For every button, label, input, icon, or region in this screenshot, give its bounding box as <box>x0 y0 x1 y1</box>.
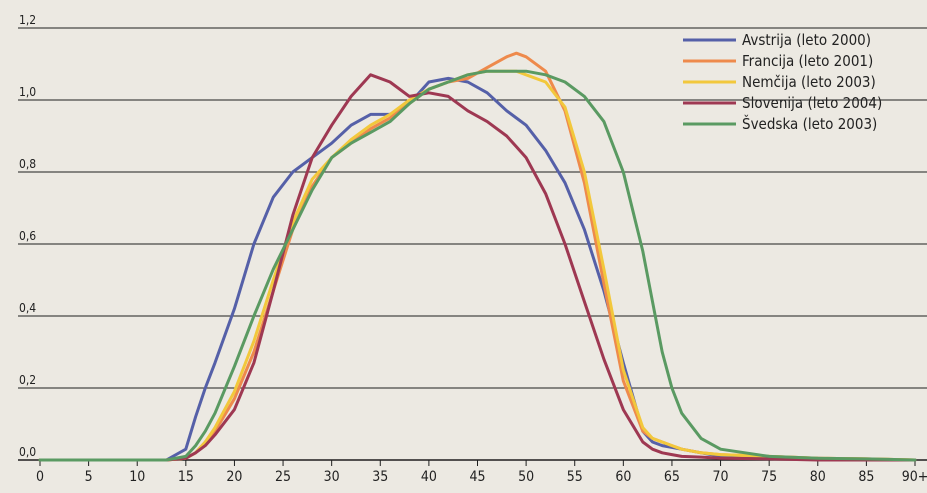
y-tick-label: 0,2 <box>19 373 36 387</box>
legend-label: Slovenija (leto 2004) <box>742 94 882 112</box>
x-axis: 0 5 10 15 20 25 30 35 40 45 50 55 60 65 70 75 80 85 90+ <box>18 459 927 485</box>
series-line-4 <box>38 73 917 462</box>
x-tick-label: 80 <box>810 469 826 485</box>
x-tick-label: 20 <box>226 469 242 485</box>
x-tick-label: 90+ <box>902 469 927 485</box>
legend-label: Avstrija (leto 2000) <box>742 31 871 49</box>
series-line-1 <box>38 76 917 462</box>
series-line-5 <box>38 69 917 462</box>
x-tick-label: 75 <box>761 469 777 485</box>
x-tick-label: 25 <box>275 469 291 485</box>
x-tick-label: 5 <box>85 469 93 485</box>
y-tick-label: 0,0 <box>19 445 36 459</box>
y-axis-labels: 0,0 0,2 0,4 0,6 0,8 1,0 1,2 <box>19 13 36 459</box>
y-tick-label: 1,2 <box>19 13 36 27</box>
x-tick-label: 85 <box>858 469 874 485</box>
x-tick-label: 45 <box>469 469 485 485</box>
x-tick-label: 60 <box>615 469 631 485</box>
x-tick-label: 30 <box>324 469 340 485</box>
data-series <box>38 51 917 462</box>
x-tick-label: 10 <box>129 469 145 485</box>
x-tick-label: 15 <box>178 469 194 485</box>
legend-label: Nemčija (leto 2003) <box>742 73 876 91</box>
x-tick-label: 70 <box>713 469 729 485</box>
x-tick-label: 35 <box>372 469 388 485</box>
x-tick-label: 0 <box>36 469 44 485</box>
x-tick-label: 65 <box>664 469 680 485</box>
legend-label: Švedska (leto 2003) <box>742 114 877 133</box>
legend-label: Francija (leto 2001) <box>742 52 873 70</box>
gridlines <box>18 27 927 389</box>
legend: Avstrija (leto 2000) Francija (leto 2001)… <box>683 31 882 133</box>
y-tick-label: 0,8 <box>19 157 36 171</box>
y-tick-label: 0,4 <box>19 301 36 315</box>
y-tick-label: 1,0 <box>19 85 36 99</box>
x-tick-label: 40 <box>421 469 437 485</box>
x-tick-label: 50 <box>518 469 534 485</box>
y-tick-label: 0,6 <box>19 229 36 243</box>
x-tick-label: 55 <box>567 469 583 485</box>
